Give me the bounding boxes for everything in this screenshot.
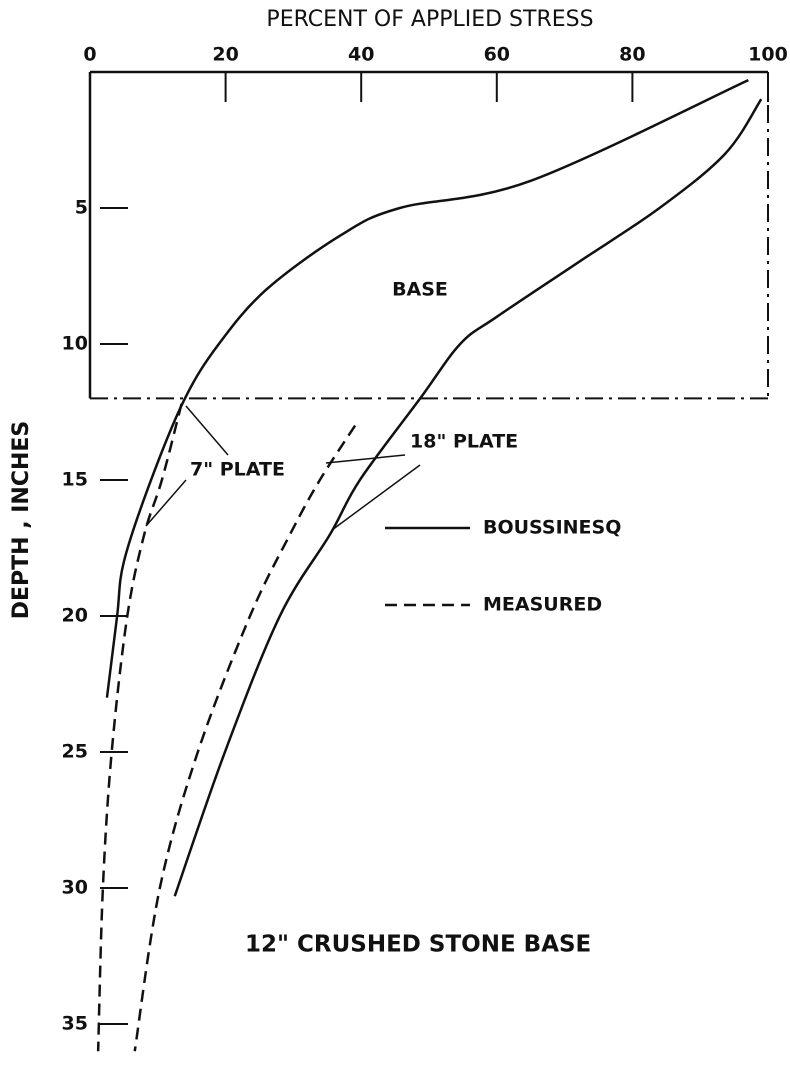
line [173, 98, 763, 897]
y-tick-label: 10 [62, 333, 88, 355]
annotation: 7" PLATE [190, 459, 285, 481]
arrow [185, 405, 229, 456]
x-tick-label: 60 [484, 44, 510, 66]
annotation: 18" PLATE [410, 431, 518, 453]
y-tick-label: 5 [75, 197, 88, 219]
annotation: 12" CRUSHED STONE BASE [245, 932, 591, 958]
line [96, 403, 183, 1052]
y-tick-label: 15 [62, 469, 88, 491]
x-tick-label: 20 [212, 44, 238, 66]
y-tick-label: 30 [62, 877, 88, 899]
x-tick-label: 100 [748, 44, 788, 66]
y-tick-label: 20 [62, 605, 88, 627]
x-tick-label: 80 [619, 44, 645, 66]
x-tick-label: 40 [348, 44, 374, 66]
y-tick-label: 25 [62, 741, 88, 763]
line [133, 424, 357, 1052]
legend-label: MEASURED [483, 594, 602, 616]
arrow [145, 479, 187, 527]
arrow [331, 464, 421, 531]
x-tick-label: 0 [83, 44, 96, 66]
chart-title: PERCENT OF APPLIED STRESS [266, 7, 593, 32]
arrow [325, 454, 406, 464]
annotation: BASE [392, 279, 448, 301]
line [105, 79, 749, 698]
y-axis-label: DEPTH , INCHES [9, 421, 34, 620]
y-tick-label: 35 [62, 1013, 88, 1035]
legend-label: BOUSSINESQ [483, 517, 621, 539]
